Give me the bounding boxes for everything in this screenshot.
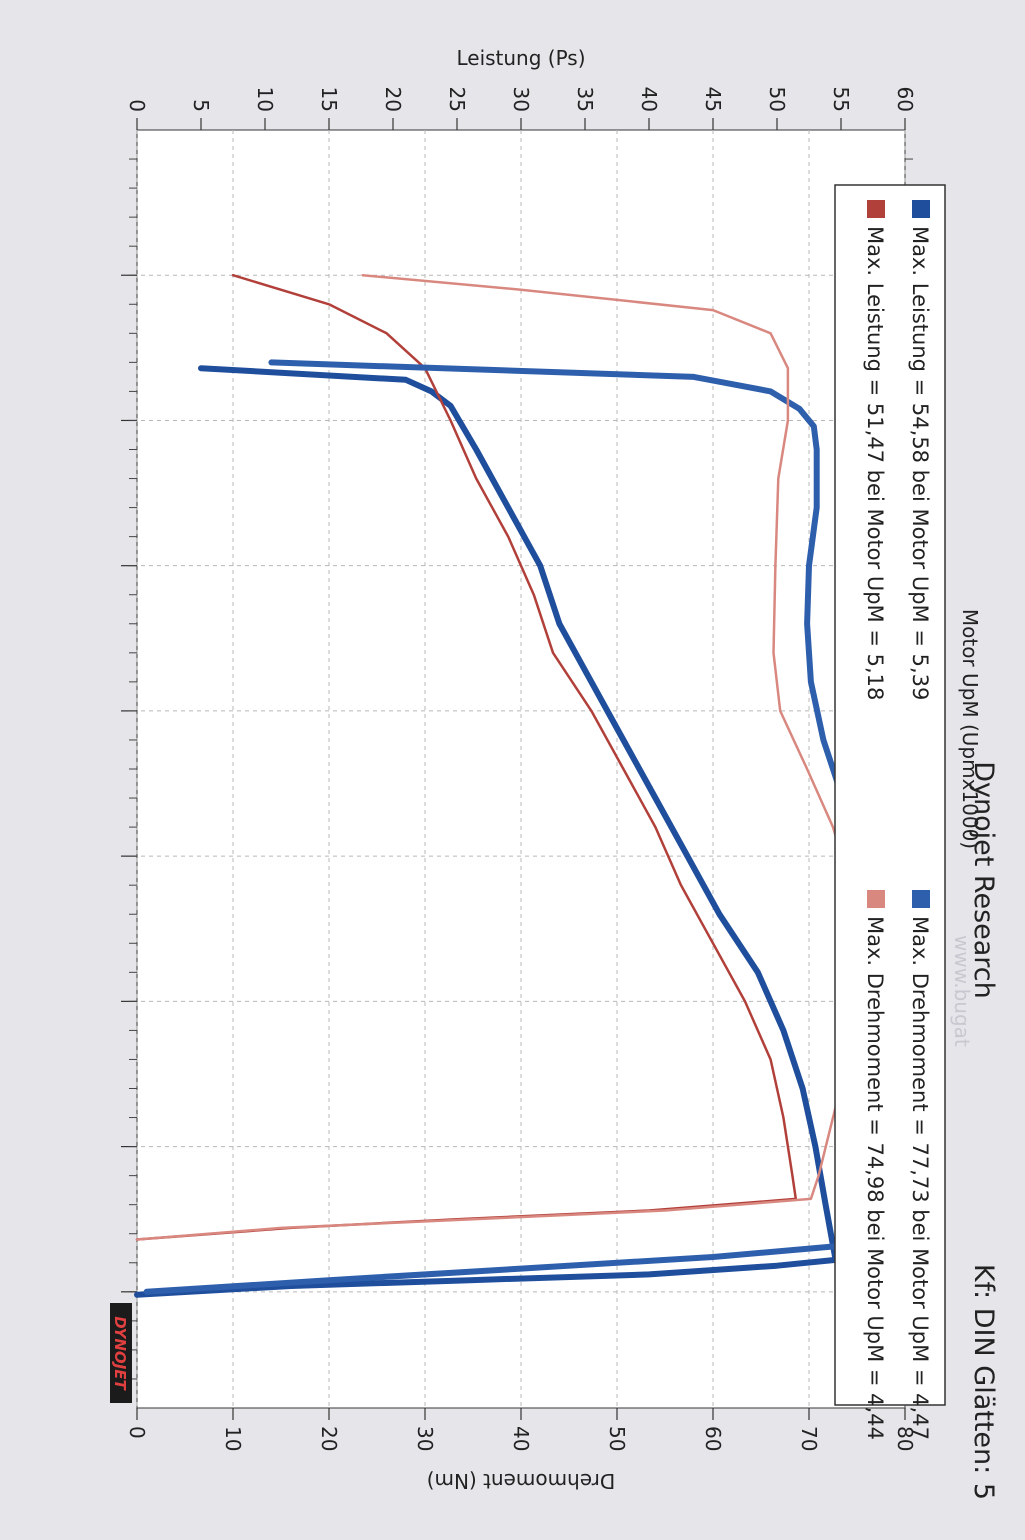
y-right-tick-label-6: 50 [605,1426,629,1451]
y-left-tick-label-4: 15 [317,87,341,112]
y-left-tick-label-9: 40 [637,87,661,112]
y-left-tick-label-13: 60 [893,87,917,112]
x-axis-label: Motor UpM (Upmx1000) [958,609,982,849]
y-right-tick-label-2: 10 [221,1426,245,1451]
y-left-axis-label: Leistung (Ps) [456,46,585,70]
series-line-4 [135,273,859,1241]
y-right-tick-label-4: 30 [413,1426,437,1451]
legend-swatch-1 [912,200,930,218]
dynojet-logo: DYNOJET [110,1303,132,1403]
y-left-tick-label-11: 50 [765,87,789,112]
y-left-tick-label-7: 30 [509,87,533,112]
smoothing-label: Kf: DIN Glätten: 5 [968,1264,999,1500]
y-right-tick-label-1: 0 [125,1426,149,1439]
legend-swatch-2 [867,200,885,218]
legend-swatch-3 [912,890,930,908]
y-left-tick-label-10: 45 [701,87,725,112]
y-right-axis-label: Drehmoment (Nm) [427,1469,616,1493]
y-left-tick-label-6: 25 [445,87,469,112]
y-right-tick-label-9: 80 [893,1426,917,1451]
y-left-tick-label-1: 0 [125,99,149,112]
watermark: www.bugat [950,935,974,1047]
y-left-tick-label-12: 55 [829,87,853,112]
y-left-tick-label-3: 10 [253,87,277,112]
legend: Max. Leistung = 54,58 bei Motor UpM = 5,… [834,184,946,1440]
y-right-tick-label-3: 20 [317,1426,341,1451]
legend-entry-4: Max. Drehmoment = 74,98 bei Motor UpM = … [863,916,887,1440]
chart-title: Dynojet Research [968,761,999,999]
y-right-tick-label-7: 60 [701,1426,725,1451]
y-left-tick-label-5: 20 [381,87,405,112]
legend-entry-2: Max. Leistung = 51,47 bei Motor UpM = 5,… [863,226,887,700]
svg-text:DYNOJET: DYNOJET [111,1316,129,1391]
y-right-tick-label-8: 70 [797,1426,821,1451]
series-line-1 [134,365,839,1298]
legend-box [834,184,946,1406]
legend-entry-1: Max. Leistung = 54,58 bei Motor UpM = 5,… [908,226,932,700]
y-left-tick-label-2: 5 [189,99,213,112]
y-right-tick-label-5: 40 [509,1426,533,1451]
legend-entry-3: Max. Drehmoment = 77,73 bei Motor UpM = … [908,916,932,1440]
y-left-tick-label-8: 35 [573,87,597,112]
legend-swatch-4 [867,890,885,908]
